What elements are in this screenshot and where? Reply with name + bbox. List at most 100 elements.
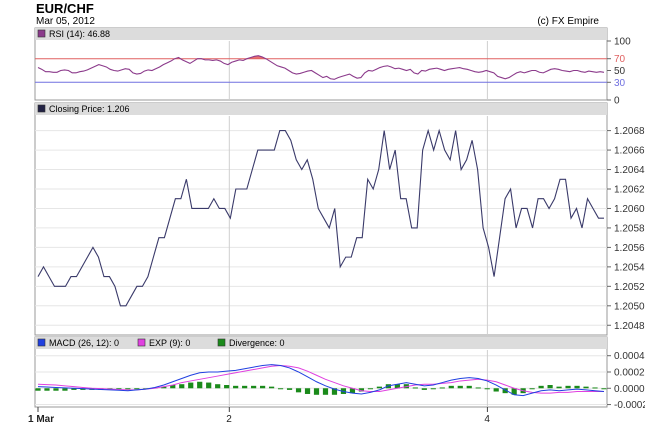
- divergence-bar: [583, 386, 589, 389]
- divergence-bar: [592, 387, 598, 389]
- divergence-bar: [601, 388, 607, 390]
- price-y-tick-label: 1.2052: [614, 282, 645, 293]
- x-tick-label: 4: [484, 414, 490, 425]
- exp-legend-swatch: [137, 338, 146, 347]
- rsi-y-tick-label: 70: [614, 54, 626, 65]
- x-tick-label: 2: [226, 414, 232, 425]
- price-y-tick-label: 1.2060: [614, 204, 645, 215]
- divergence-bar: [224, 385, 230, 389]
- divergence-bar: [331, 388, 338, 395]
- divergence-bar: [260, 385, 266, 389]
- divergence-bar: [367, 388, 374, 390]
- divergence-bar: [322, 388, 329, 395]
- chart-title: EUR/CHF: [36, 1, 94, 16]
- rsi-y-tick-label: 0: [614, 96, 620, 107]
- macd-y-tick-label: 0.0002: [614, 367, 645, 378]
- price-y-axis: 1.2048 1.2050 1.2052 1.2054 1.2056 1.2058 1.20…: [607, 126, 645, 332]
- divergence-bar: [511, 388, 517, 395]
- price-legend-label: Closing Price: 1.206: [49, 104, 130, 114]
- divergence-bar: [277, 388, 284, 390]
- divergence-bar: [116, 388, 122, 390]
- divergence-bar: [71, 388, 77, 390]
- price-y-tick-label: 1.2066: [614, 146, 645, 157]
- divergence-bar: [439, 387, 445, 389]
- divergence-bar: [179, 384, 185, 389]
- exp-legend-label: EXP (9): 0: [149, 338, 190, 348]
- divergence-bar: [565, 385, 571, 389]
- divergence-bar: [161, 386, 167, 389]
- rsi-y-tick-label: 100: [614, 37, 631, 48]
- price-y-tick-label: 1.2058: [614, 223, 645, 234]
- divergence-bar: [475, 387, 481, 389]
- divergence-legend-swatch: [217, 338, 226, 347]
- divergence-bar: [466, 385, 472, 389]
- rsi-overbought-area: [246, 55, 266, 59]
- divergence-bars: [35, 381, 607, 395]
- price-y-tick-label: 1.2050: [614, 301, 645, 312]
- divergence-bar: [529, 388, 535, 390]
- price-grid: [35, 116, 607, 335]
- divergence-bar: [170, 385, 176, 389]
- price-panel-frame: [34, 102, 608, 336]
- macd-y-tick-label: 0.0004: [614, 351, 645, 362]
- macd-y-tick-label: -0.0002: [614, 400, 645, 411]
- price-y-tick-label: 1.2056: [614, 243, 645, 254]
- chart-date: Mar 05, 2012: [36, 16, 95, 27]
- divergence-bar: [394, 384, 400, 389]
- divergence-bar: [233, 385, 239, 389]
- divergence-bar: [197, 381, 203, 389]
- macd-series-line: [37, 364, 605, 397]
- rsi-legend-label: RSI (14): 46.88: [49, 29, 110, 39]
- rsi-panel-header: [35, 28, 607, 40]
- price-y-tick-label: 1.2064: [614, 165, 645, 176]
- divergence-bar: [574, 385, 580, 389]
- divergence-bar: [286, 388, 293, 390]
- divergence-bar: [493, 388, 499, 392]
- divergence-bar: [358, 388, 365, 392]
- chart-source: (c) FX Empire: [537, 16, 599, 27]
- macd-panel: MACD (26, 12): 0 EXP (9): 0 Divergence: …: [34, 336, 645, 411]
- divergence-bar: [44, 388, 50, 391]
- x-axis: 1 Mar 2 4: [28, 407, 490, 425]
- divergence-bar: [448, 385, 454, 389]
- divergence-bar: [421, 388, 427, 390]
- divergence-bar: [188, 382, 194, 389]
- divergence-bar: [295, 388, 302, 393]
- divergence-bar: [412, 387, 418, 389]
- x-tick-label: 1 Mar: [28, 414, 54, 425]
- divergence-bar: [134, 388, 140, 390]
- divergence-bar: [556, 386, 562, 389]
- divergence-bar: [313, 388, 320, 395]
- divergence-bar: [35, 388, 41, 391]
- divergence-bar: [215, 384, 221, 389]
- divergence-bar: [53, 388, 59, 391]
- divergence-bar: [547, 385, 553, 389]
- divergence-bar: [430, 388, 436, 390]
- price-y-tick-label: 1.2048: [614, 321, 645, 332]
- divergence-bar: [242, 385, 248, 389]
- price-y-tick-label: 1.2054: [614, 262, 645, 273]
- divergence-bar: [304, 388, 311, 394]
- divergence-legend-label: Divergence: 0: [229, 338, 285, 348]
- rsi-y-tick-label: 30: [614, 78, 626, 89]
- macd-panel-header: [35, 337, 607, 349]
- macd-y-tick-label: 0.0000: [614, 384, 645, 395]
- divergence-bar: [125, 388, 131, 390]
- price-panel: Closing Price: 1.206 1.20481.20501.20521…: [34, 102, 645, 336]
- divergence-bar: [457, 385, 463, 389]
- divergence-bar: [349, 388, 356, 394]
- divergence-bar: [62, 388, 68, 391]
- divergence-bar: [538, 385, 544, 389]
- rsi-y-tick-label: 50: [614, 66, 626, 77]
- price-series-line: [37, 128, 604, 307]
- divergence-bar: [484, 388, 490, 390]
- price-y-tick-label: 1.2068: [614, 126, 645, 137]
- divergence-bar: [376, 386, 382, 389]
- divergence-bar: [206, 382, 212, 389]
- price-y-tick-label: 1.2062: [614, 185, 645, 196]
- macd-y-axis: 0.0004 0.0002 0.0000 -0.0002: [607, 351, 645, 411]
- rsi-series-line: [37, 55, 605, 80]
- price-legend-swatch: [37, 104, 46, 113]
